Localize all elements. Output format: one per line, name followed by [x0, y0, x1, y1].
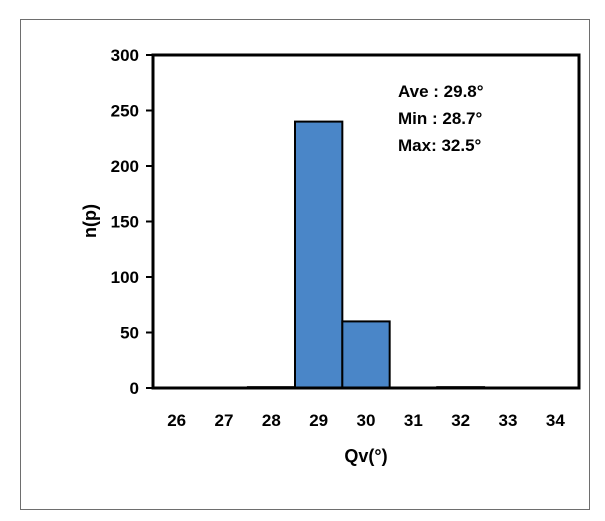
x-tick-label: 32 [451, 411, 470, 430]
y-tick-label: 250 [111, 102, 139, 121]
x-tick-label: 30 [357, 411, 376, 430]
y-axis-title: n(p) [80, 204, 100, 238]
y-tick-label: 0 [130, 379, 139, 398]
y-tick-label: 200 [111, 157, 139, 176]
x-tick-label: 31 [404, 411, 423, 430]
x-tick-label: 27 [215, 411, 234, 430]
y-tick-label: 100 [111, 268, 139, 287]
x-axis-title: Qv(°) [344, 446, 387, 466]
y-tick-label: 150 [111, 213, 139, 232]
y-tick-label: 300 [111, 46, 139, 65]
x-tick-label: 34 [546, 411, 565, 430]
annotation-max: Max: 32.5° [398, 136, 482, 155]
x-tick-label: 29 [309, 411, 328, 430]
x-tick-label: 28 [262, 411, 281, 430]
annotation-min: Min : 28.7° [398, 109, 482, 128]
y-tick-label: 50 [120, 324, 139, 343]
annotation-ave: Ave : 29.8° [398, 82, 484, 101]
x-tick-label: 33 [499, 411, 518, 430]
bar-29 [294, 120, 344, 389]
bar-30 [341, 320, 391, 389]
x-tick-label: 26 [167, 411, 186, 430]
